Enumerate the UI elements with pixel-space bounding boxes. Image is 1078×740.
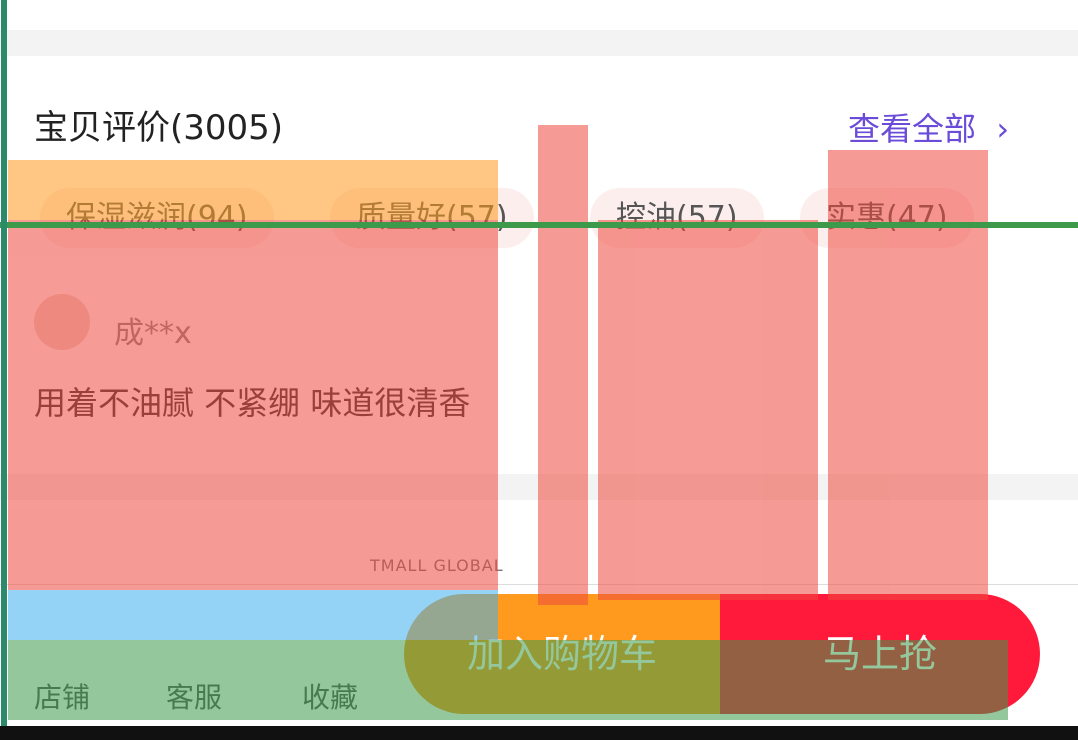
- tag[interactable]: 控油(57): [590, 188, 764, 248]
- service-button[interactable]: 客服: [166, 681, 223, 714]
- avatar: [34, 294, 90, 350]
- section-title: 宝贝评价(3005): [34, 108, 284, 148]
- user-name: 成**x: [114, 316, 192, 351]
- view-all[interactable]: 查看全部 ›: [848, 110, 1010, 148]
- overlay-red: [598, 220, 818, 600]
- favorite-button[interactable]: 收藏: [302, 681, 359, 714]
- view-all-text[interactable]: 查看全部: [848, 110, 977, 148]
- divider: [0, 30, 1078, 56]
- divider: [0, 474, 1078, 500]
- buy-button[interactable]: 马上抢: [720, 594, 1040, 714]
- tag[interactable]: 保湿滋润(94): [40, 188, 274, 248]
- review-text: 用着不油腻 不紧绷 味道很清香: [34, 384, 471, 422]
- tag[interactable]: 实惠(47): [800, 188, 974, 248]
- shop-button[interactable]: 店铺: [34, 681, 91, 714]
- overlay-red: [538, 125, 588, 605]
- tag[interactable]: 质量好(57): [330, 188, 534, 248]
- add-cart-button[interactable]: 加入购物车: [404, 594, 720, 714]
- brand: TMALL GLOBAL: [370, 556, 504, 575]
- bottom-bar-line: [0, 584, 1078, 585]
- bottom-strip: [0, 726, 1078, 740]
